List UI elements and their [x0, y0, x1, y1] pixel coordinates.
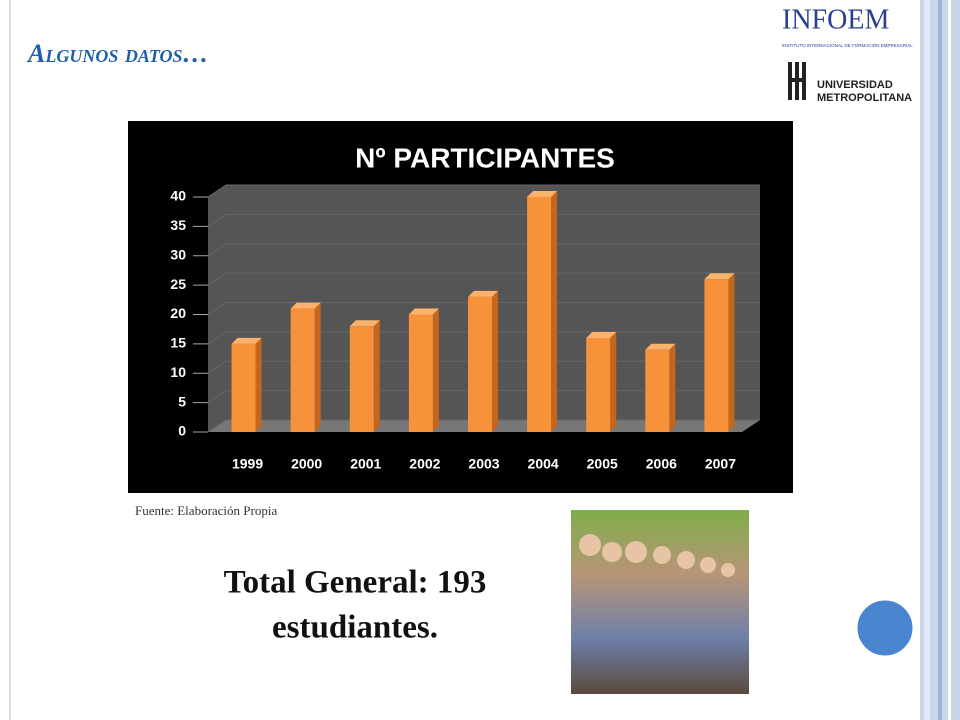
logo: UNIVERSIDAD: [817, 79, 893, 91]
y-tick-label: 5: [178, 393, 186, 409]
source-note: Fuente: Elaboración Propia: [135, 503, 277, 518]
grid-line: [207, 302, 760, 315]
chart: 0 5 10 15 20 25 30 35 40 1999 2000 2001 2002 2003 2004…: [170, 184, 760, 472]
y-tick-label: 35: [170, 217, 186, 233]
side-stripe: [924, 0, 930, 720]
decor-circle: [854, 597, 916, 659]
grid-line: [207, 184, 760, 198]
y-tick-label: 0: [178, 423, 186, 439]
logo-subtitle: INSTITUTO INTERNACIONAL DE FORMACIÓN EMP…: [782, 42, 913, 48]
y-tick-label: 10: [170, 364, 186, 380]
grid-line: [207, 272, 760, 286]
bar: [290, 308, 315, 432]
photo-figures: [579, 534, 735, 577]
bar: [645, 349, 670, 432]
bar: [231, 343, 256, 432]
x-tick-label: 1999: [232, 456, 263, 472]
bar-top: [586, 332, 617, 338]
total-text: estudiantes.: [272, 610, 438, 646]
bar-top: [645, 343, 676, 350]
grid-line: [207, 360, 760, 374]
bar-side: [314, 302, 321, 432]
bar: [527, 197, 552, 432]
bar-top: [290, 302, 321, 309]
side-stripe: [948, 0, 951, 720]
y-tick-label: 15: [170, 335, 186, 351]
bar-side: [551, 191, 558, 432]
x-tick-label: 2007: [705, 456, 736, 472]
total-text: Total General: 193: [224, 565, 487, 601]
slide-title: Algunos datos…: [26, 39, 209, 68]
grid-line: [207, 419, 760, 433]
y-tick-label: 40: [170, 188, 186, 204]
bar-top: [408, 308, 439, 315]
logo-icon: [788, 62, 806, 100]
x-tick-label: 2004: [528, 456, 559, 472]
bar-top: [527, 191, 558, 197]
x-tick-label: 2003: [468, 456, 499, 472]
grid-line: [207, 390, 760, 404]
y-tick-label: 20: [170, 305, 186, 321]
bar-top: [704, 273, 735, 280]
x-tick-label: 2005: [587, 456, 618, 472]
bar-side: [728, 273, 735, 432]
grid-line: [207, 243, 760, 257]
bar-top: [468, 290, 498, 297]
grid-line: [207, 213, 760, 227]
bar-side: [492, 290, 498, 432]
photo: [571, 510, 749, 694]
bar: [349, 326, 374, 432]
side-stripe: [938, 0, 942, 720]
x-tick-label: 2006: [646, 456, 677, 472]
bar-top: [231, 337, 262, 344]
bar-side: [669, 343, 676, 432]
bar-side: [432, 308, 439, 432]
y-tick-label: 30: [170, 246, 186, 262]
left-rule: [9, 0, 11, 720]
bar-side: [373, 320, 380, 432]
bar: [408, 314, 433, 432]
logo: INFOEM: [782, 4, 889, 35]
x-tick-label: 2002: [409, 456, 440, 472]
y-tick-label: 25: [170, 276, 186, 292]
x-tick-label: 2001: [350, 456, 381, 472]
chart-title: Nº PARTICIPANTES: [355, 142, 615, 173]
logo: METROPOLITANA: [817, 92, 912, 104]
grid-line: [207, 331, 760, 345]
bar-top: [349, 320, 380, 327]
bar: [586, 338, 611, 432]
bar-side: [255, 337, 262, 432]
bar-side: [610, 332, 617, 432]
x-tick-label: 2000: [291, 456, 322, 472]
bar: [468, 296, 492, 432]
bar: [704, 279, 729, 432]
